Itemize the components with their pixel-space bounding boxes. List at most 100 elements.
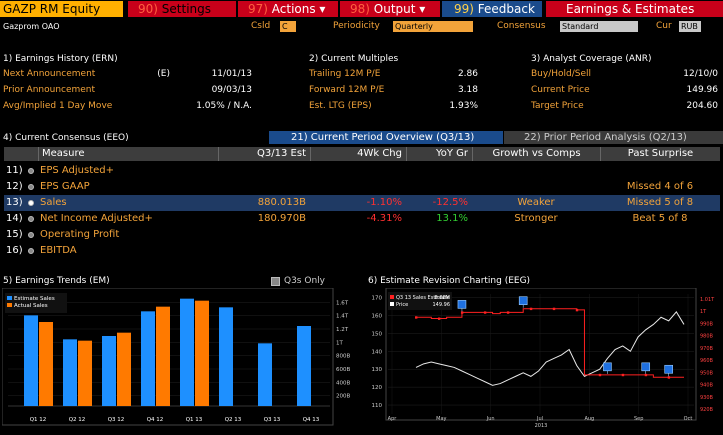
row-4wk-chg [310,227,406,243]
current-multiples-title: 2) Current Multiples [309,54,399,64]
revision-left-tick: 110 [372,403,383,409]
trends-xtick-label: Q4 12 [147,417,164,423]
row-radio-icon[interactable] [28,216,34,222]
estimate-point [506,311,510,314]
forward-pe-label: Forward 12M P/E [309,85,385,95]
estimate-sales-bar[interactable] [258,343,272,406]
row-radio-icon[interactable] [28,200,34,206]
row-number: 13) [6,197,23,208]
header-4wk[interactable]: 4Wk Chg [310,147,406,161]
header-measure[interactable]: Measure [38,147,218,161]
cur-field[interactable]: RUB [679,21,701,32]
row-radio-icon[interactable] [28,248,34,254]
consensus-row[interactable]: 14) Net Income Adjusted+ 180.970B -4.31% 13.… [4,211,720,227]
consensus-row[interactable]: 16) EBITDA [4,243,720,259]
analyst-coverage-title[interactable]: 3) Analyst Coverage (ANR) [531,54,652,64]
header-q313[interactable]: Q3/13 Est [218,147,310,161]
estimate-sales-bar[interactable] [141,311,155,406]
estimate-point [437,317,441,320]
current-consensus-title[interactable]: 4) Current Consensus (EEO) [3,133,129,143]
legend-sales-estimate-label: Q3 13 Sales Estimate [396,295,450,301]
trends-ytick-label: 600B [336,367,350,373]
periodicity-label: Periodicity [333,21,380,31]
feedback-button[interactable]: 99) Feedback [442,1,542,17]
row-growth-vs-comps: Weaker [517,197,555,208]
estimate-sales-bar[interactable] [24,315,38,406]
revision-flag-icon[interactable] [518,296,528,305]
row-number: 16) [6,245,23,256]
revision-left-tick: 170 [372,296,383,302]
security-title[interactable]: GAZP RM Equity [0,1,123,17]
ltg-eps-label: Est. LTG (EPS) [309,101,372,111]
estimate-point [621,373,625,377]
legend-actual-swatch [7,303,12,307]
header-surprise[interactable]: Past Surprise [600,147,720,161]
trends-ytick-label: 1T [336,340,343,346]
estimate-sales-bar[interactable] [180,298,194,406]
revision-left-tick: 120 [372,385,383,391]
row-past-surprise: Beat 5 of 8 [632,213,688,224]
target-price-label: Target Price [531,101,584,111]
row-q313-est [218,227,310,243]
earnings-history-title[interactable]: 1) Earnings History (ERN) [3,54,118,64]
row-number: 15) [6,229,23,240]
tab-current-period[interactable]: 21) Current Period Overview (Q3/13) [269,131,503,144]
actual-sales-bar[interactable] [195,300,209,406]
revision-flag-icon[interactable] [664,364,673,374]
estimate-sales-bar[interactable] [102,336,116,406]
periodicity-field[interactable]: Quarterly [393,21,473,32]
row-q313-est: 880.013B [257,197,306,208]
tab-prior-period[interactable]: 22) Prior Period Analysis (Q2/13) [504,131,723,144]
estimate-sales-bar[interactable] [297,326,311,406]
row-q313-est [218,179,310,195]
consensus-row[interactable]: 12) EPS GAAP Missed 4 of 6 [4,179,720,195]
estimate-sales-bar[interactable] [219,307,233,406]
next-announcement-label: Next Announcement [3,69,96,79]
actions-button[interactable]: 97) Actions ▾ [238,1,338,17]
price-line [415,311,685,386]
header-growth[interactable]: Growth vs Comps [472,147,600,161]
earnings-trends-title[interactable]: 5) Earnings Trends (EM) [3,276,110,286]
row-measure: EPS GAAP [40,181,90,192]
estimate-sales-bar[interactable] [63,339,77,406]
output-label: Output ▾ [373,2,426,16]
estimate-revision-chart: 170 160 150 140 130 120 110 1.01T 1T 990B 980B 970… [372,288,715,429]
legend-sales-estimate-swatch [390,295,394,299]
trends-xtick-label: Q3 13 [264,417,281,423]
actual-sales-bar[interactable] [39,322,53,406]
next-announcement-value: 11/01/13 [211,69,252,79]
header-yoy[interactable]: YoY Gr [406,147,472,161]
revision-xtick-label: Jul [536,416,543,422]
consensus-row[interactable]: 15) Operating Profit [4,227,720,243]
settings-button[interactable]: 90) Settings [128,1,236,17]
row-radio-icon[interactable] [28,232,34,238]
revision-right-tick: 970B [700,346,714,352]
revision-left-tick: 140 [372,349,383,355]
buy-hold-sell-value: 12/10/0 [683,69,718,79]
q3s-only-label: Q3s Only [284,276,325,286]
row-radio-icon[interactable] [28,168,34,174]
estimate-revision-title[interactable]: 6) Estimate Revision Charting (EEG) [368,276,531,286]
revision-right-tick: 1.01T [700,297,715,303]
actual-sales-bar[interactable] [117,332,131,406]
consensus-row[interactable]: 13) Sales 880.013B -1.10% -12.5% Weaker Missed… [4,195,720,211]
company-name: Gazprom OAO [3,22,60,31]
consensus-label: Consensus [497,21,546,31]
revision-flag-icon[interactable] [603,362,612,372]
q3s-only-checkbox[interactable] [271,277,280,286]
row-measure: Operating Profit [40,229,120,240]
revision-flag-icon[interactable] [641,362,651,372]
output-button[interactable]: 98) Output ▾ [340,1,440,17]
actual-sales-bar[interactable] [156,306,170,406]
row-past-surprise: Missed 5 of 8 [626,197,694,208]
csld-field[interactable]: C [280,21,296,32]
trends-ytick-label: 1.2T [336,327,349,333]
trends-xtick-label: Q4 13 [303,417,320,423]
consensus-field[interactable]: Standard [560,21,638,32]
consensus-row[interactable]: 11) EPS Adjusted+ [4,163,720,179]
row-radio-icon[interactable] [28,184,34,190]
trends-xtick-label: Q1 13 [186,417,203,423]
row-past-surprise [600,243,720,259]
revision-flag-icon[interactable] [457,300,467,309]
actual-sales-bar[interactable] [78,340,92,406]
